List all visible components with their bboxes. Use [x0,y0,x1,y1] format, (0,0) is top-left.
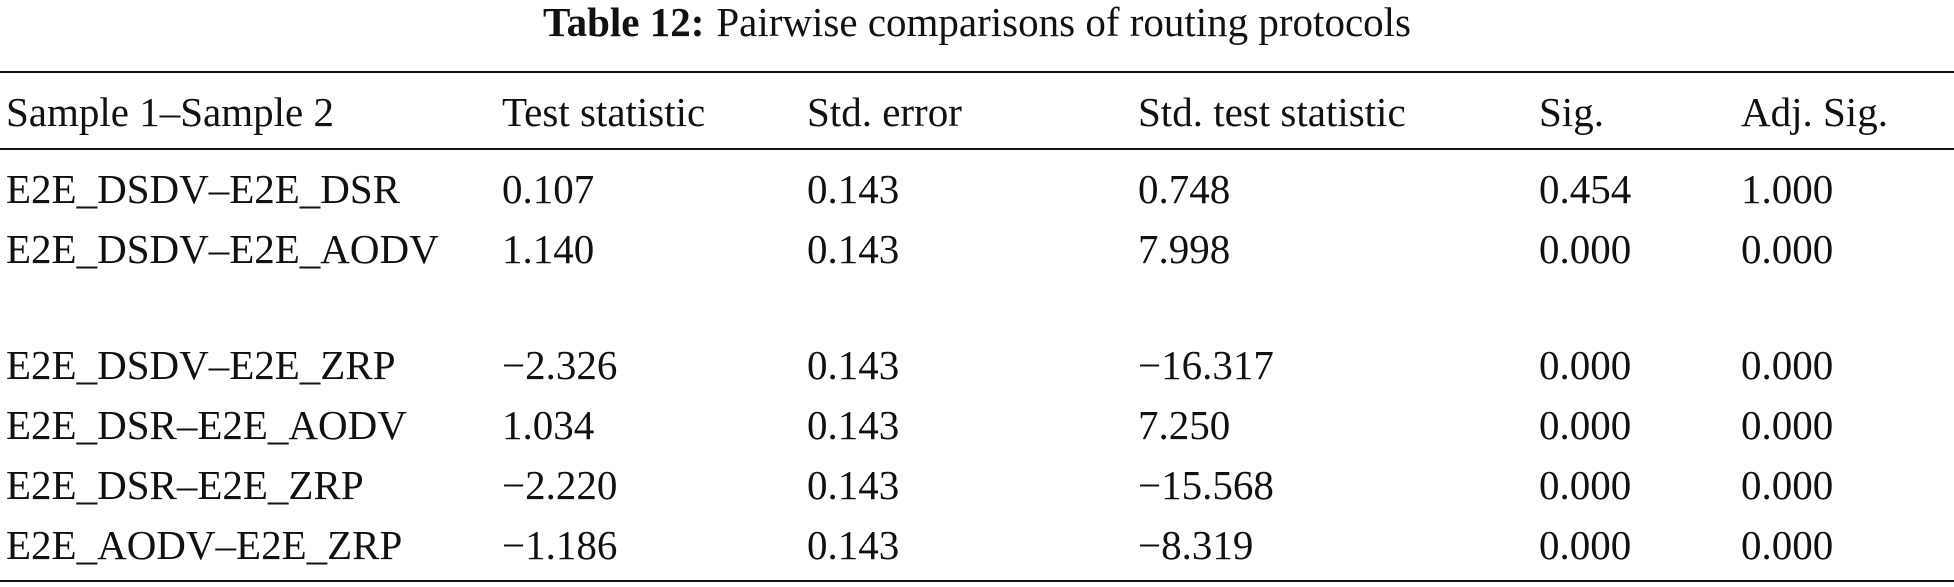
table-cell: −15.568 [1138,462,1274,508]
table-cell: −2.326 [502,342,618,388]
table-cell: 0.143 [807,166,900,212]
table-cell: 1.034 [502,402,595,448]
table-cell: −1.186 [502,522,618,568]
table-cell: 0.000 [1741,462,1834,508]
bottom-rule [0,580,1954,582]
table-cell: 0.143 [807,402,900,448]
table-cell: 0.000 [1741,522,1834,568]
table-cell: 1.000 [1741,166,1834,212]
row-label: E2E_DSDV–E2E_ZRP [6,342,396,388]
table-cell: 0.143 [807,522,900,568]
row-label: E2E_DSR–E2E_AODV [6,402,407,448]
header-cell: Adj. Sig. [1741,89,1888,135]
table-cell: 0.107 [502,166,595,212]
table-cell: 0.454 [1539,166,1632,212]
table-cell: 7.998 [1138,226,1231,272]
header-cell: Sample 1–Sample 2 [6,89,334,135]
header-cell: Std. error [807,89,962,135]
header-rule [0,148,1954,150]
table-cell: −16.317 [1138,342,1274,388]
table-cell: 0.000 [1741,402,1834,448]
table-title: Table 12: Pairwise comparisons of routing… [0,0,1954,44]
table-cell: 0.000 [1539,402,1632,448]
table-cell: 0.143 [807,462,900,508]
table-cell: 0.000 [1741,342,1834,388]
row-label: E2E_DSR–E2E_ZRP [6,462,364,508]
row-label: E2E_DSDV–E2E_DSR [6,166,401,212]
title-text: Pairwise comparisons of routing protocol… [716,0,1411,45]
table-cell: 0.000 [1741,226,1834,272]
table-cell: 7.250 [1138,402,1231,448]
table-cell: 0.143 [807,226,900,272]
table-cell: −8.319 [1138,522,1254,568]
header-cell: Sig. [1539,89,1604,135]
row-label: E2E_DSDV–E2E_AODV [6,226,439,272]
table-cell: 1.140 [502,226,595,272]
table-cell: 0.143 [807,342,900,388]
table-cell: 0.000 [1539,462,1632,508]
table-cell: 0.000 [1539,522,1632,568]
table-cell: 0.748 [1138,166,1231,212]
header-cell: Test statistic [502,89,706,135]
header-cell: Std. test statistic [1138,89,1406,135]
row-label: E2E_AODV–E2E_ZRP [6,522,403,568]
top-rule [0,71,1954,73]
title-label: Table 12: [542,0,705,45]
table-cell: 0.000 [1539,342,1632,388]
table-cell: 0.000 [1539,226,1632,272]
table-cell: −2.220 [502,462,618,508]
